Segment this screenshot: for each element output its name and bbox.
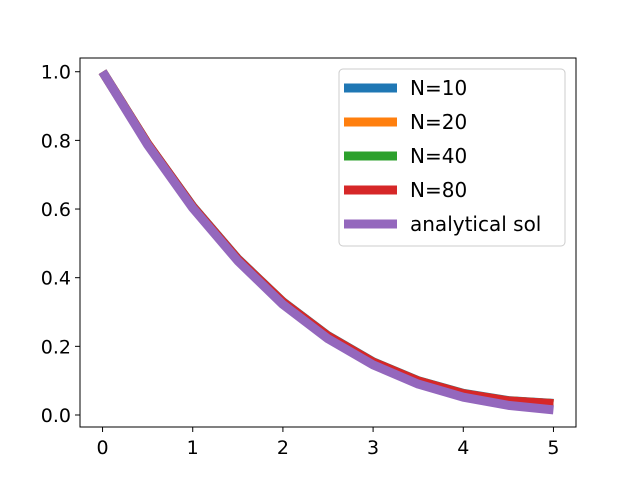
x-tick-label-2: 2 bbox=[277, 437, 289, 459]
legend: N=10 N=20 N=40 N=80 analytical sol bbox=[338, 68, 566, 247]
legend-box bbox=[338, 68, 566, 247]
y-tick-label-3: 0.6 bbox=[41, 199, 71, 221]
x-tick-label-0: 0 bbox=[96, 437, 108, 459]
x-tick-label-3: 3 bbox=[367, 437, 379, 459]
x-axis: 0 1 2 3 4 5 bbox=[96, 427, 560, 459]
y-tick-label-5: 1.0 bbox=[41, 62, 71, 84]
legend-label-4: analytical sol bbox=[410, 212, 541, 236]
legend-label-2: N=40 bbox=[410, 144, 467, 168]
series-layer bbox=[98, 69, 554, 415]
legend-label-1: N=20 bbox=[410, 110, 467, 134]
y-tick-label-4: 0.8 bbox=[41, 130, 71, 152]
x-tick-label-5: 5 bbox=[547, 437, 559, 459]
x-tick-label-1: 1 bbox=[187, 437, 199, 459]
series-line-4 bbox=[98, 69, 554, 415]
y-tick-label-2: 0.4 bbox=[41, 268, 71, 290]
x-tick-label-4: 4 bbox=[457, 437, 469, 459]
y-tick-label-0: 0.0 bbox=[41, 405, 71, 427]
legend-label-0: N=10 bbox=[410, 76, 467, 100]
y-axis: 0.0 0.2 0.4 0.6 0.8 1.0 bbox=[41, 62, 80, 427]
plot-frame bbox=[79, 57, 577, 428]
legend-label-3: N=80 bbox=[410, 178, 467, 202]
y-tick-label-1: 0.2 bbox=[41, 336, 71, 358]
